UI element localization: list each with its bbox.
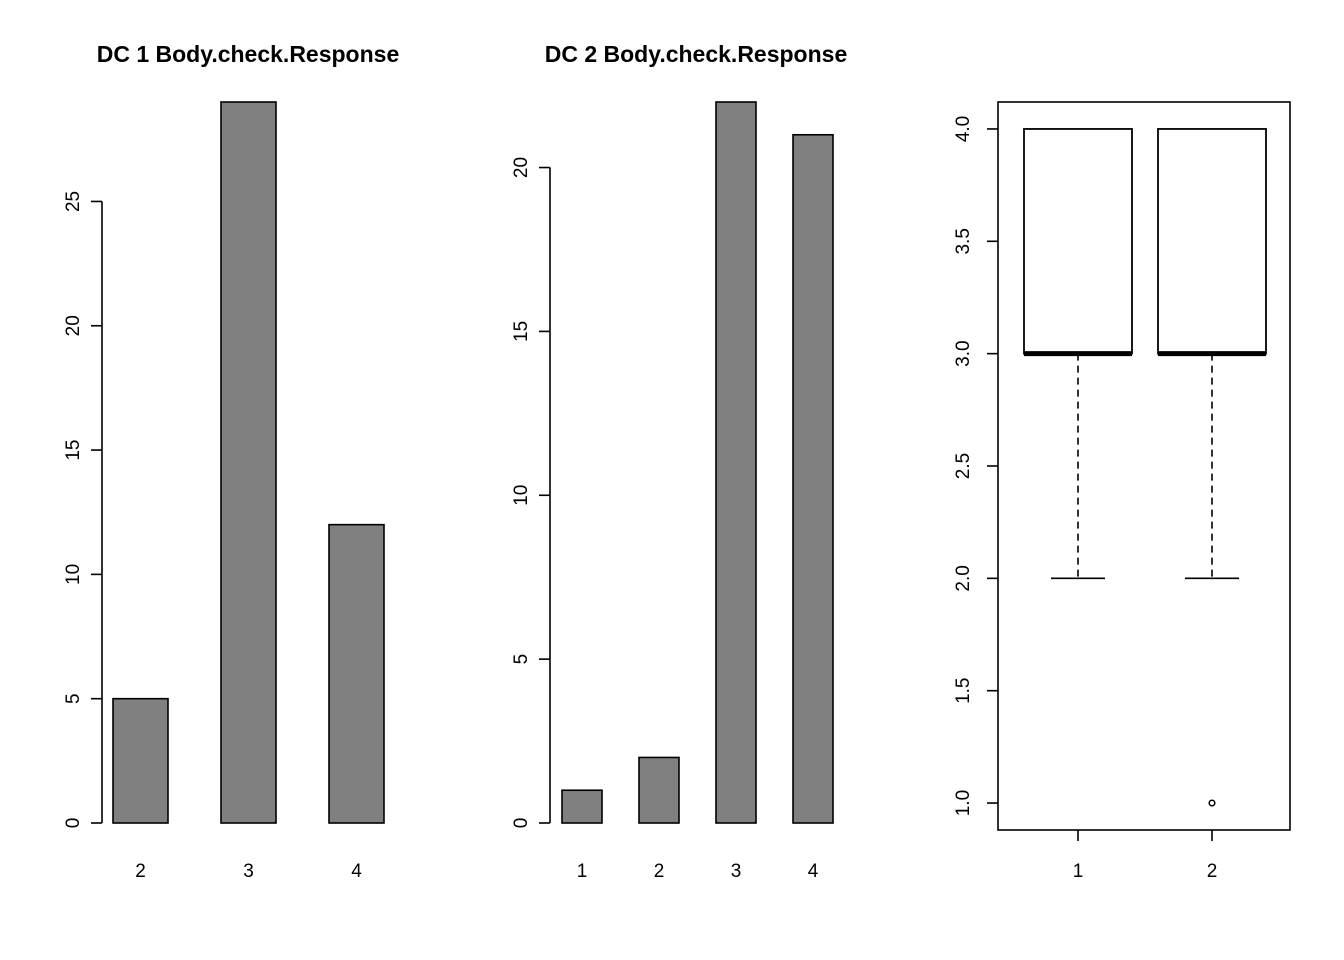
- bar: [220, 101, 277, 824]
- y-tick-label: 4.0: [953, 116, 974, 142]
- y-tick-label: 10: [511, 485, 532, 506]
- y-tick-label: 1.5: [953, 677, 974, 703]
- y-tick-label: 0: [511, 818, 532, 829]
- y-tick-label: 20: [63, 315, 84, 336]
- box-2: [1157, 128, 1267, 807]
- x-tick-label: 2: [654, 861, 665, 882]
- y-tick-label: 2.0: [953, 565, 974, 591]
- y-tick-label: 15: [63, 439, 84, 460]
- box-1: [1023, 128, 1133, 580]
- y-tick-label: 20: [511, 157, 532, 178]
- x-tick-label: 1: [577, 861, 588, 882]
- bar: [112, 697, 169, 824]
- bar: [715, 101, 757, 824]
- y-tick-label: 0: [63, 818, 84, 829]
- y-tick-label: 2.5: [953, 453, 974, 479]
- chart-title: DC 2 Body.check.Response: [545, 41, 848, 67]
- x-tick-label: 2: [1207, 861, 1218, 882]
- bar-chart-dc2: DC 2 Body.check.Response 0 5 10 15 20 1 2 3 4: [511, 41, 847, 882]
- y-tick-label: 15: [511, 321, 532, 342]
- bar: [792, 133, 834, 824]
- bar: [561, 789, 603, 824]
- box-plot: 1.0 1.5 2.0 2.5 3.0 3.5 4.0 1 2: [953, 101, 1291, 882]
- box-body: [1023, 128, 1133, 355]
- y-tick-label: 25: [63, 191, 84, 212]
- x-tick-label: 4: [351, 861, 362, 882]
- bar: [638, 756, 680, 824]
- bar-chart-dc1: DC 1 Body.check.Response 0 5 10 15 20 25 2 3 4: [63, 41, 399, 882]
- x-tick-label: 1: [1073, 861, 1084, 882]
- y-tick-label: 1.0: [953, 790, 974, 816]
- outlier-point: [1208, 799, 1216, 807]
- y-tick-label: 3.5: [953, 228, 974, 254]
- box-body: [1157, 128, 1267, 355]
- chart-title: DC 1 Body.check.Response: [97, 41, 400, 67]
- y-tick-label: 5: [63, 693, 84, 704]
- bar: [328, 523, 385, 824]
- x-tick-label: 2: [135, 861, 146, 882]
- y-tick-label: 10: [63, 564, 84, 585]
- y-tick-label: 3.0: [953, 340, 974, 366]
- x-tick-label: 3: [731, 861, 742, 882]
- x-tick-label: 3: [243, 861, 254, 882]
- plot-frame: [997, 101, 1291, 831]
- x-tick-label: 4: [808, 861, 819, 882]
- y-tick-label: 5: [511, 654, 532, 665]
